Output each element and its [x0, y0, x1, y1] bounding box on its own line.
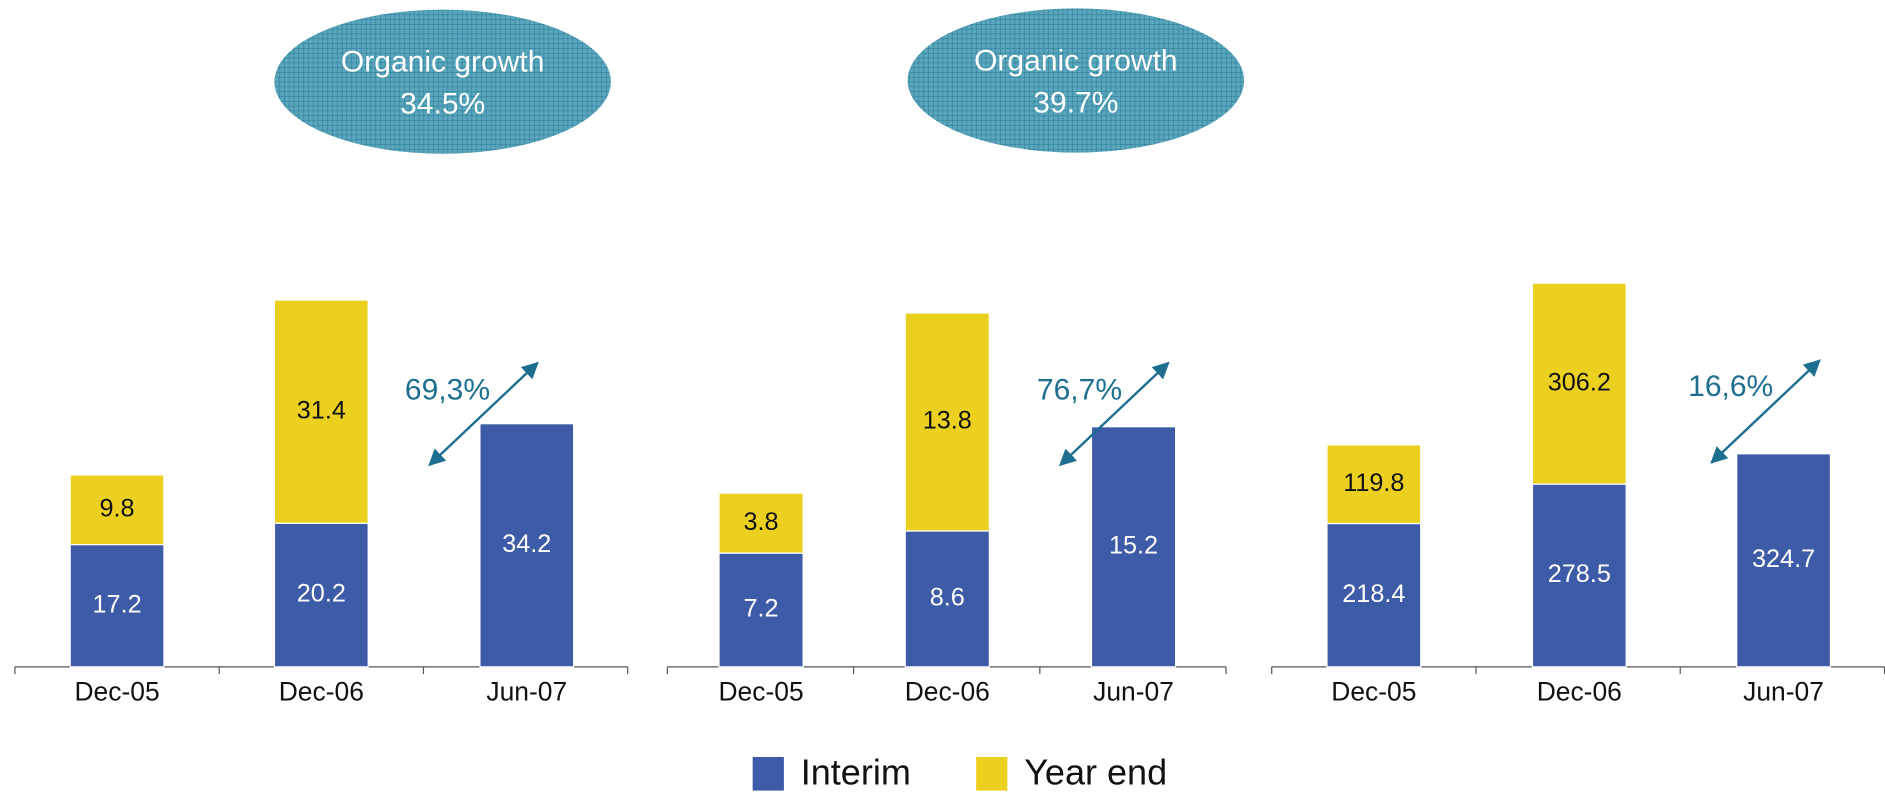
growth-label: 16,6%: [1688, 370, 1773, 403]
legend-label: Interim: [801, 751, 911, 792]
growth-arrow: [1710, 359, 1821, 464]
callout-title: Organic growth: [974, 44, 1178, 77]
callout-value: 39.7%: [1033, 86, 1118, 119]
bar-segment: [1326, 444, 1422, 525]
value-label: 13.8: [923, 407, 972, 435]
bar-segment: [273, 299, 369, 524]
value-label: 31.4: [297, 396, 346, 424]
bar-segment: [1090, 426, 1177, 668]
bar-segment: [69, 543, 165, 668]
callout-value: 34.5%: [400, 88, 485, 121]
x-tick-label: Dec-05: [718, 676, 803, 706]
value-label: 20.2: [297, 580, 346, 608]
x-tick-label: Dec-05: [74, 676, 159, 706]
chart: 17.2 9.8 Dec-05 20.2 31.4 Dec-06 34.2 Jun-07 69,…: [14, 9, 629, 706]
value-label: 17.2: [93, 590, 142, 618]
bar-segment: [1736, 453, 1832, 668]
bar-segment: [1531, 483, 1627, 668]
value-label: 7.2: [744, 595, 779, 623]
chart: 218.4 119.8 Dec-05 278.5 306.2 Dec-06 324.7 Jun…: [1271, 282, 1885, 706]
bar-segment: [1326, 522, 1422, 668]
x-tick-label: Jun-07: [1093, 676, 1174, 706]
callout-bubble: [907, 8, 1245, 153]
value-label: 324.7: [1752, 545, 1815, 573]
value-label: 15.2: [1109, 531, 1158, 559]
growth-label: 69,3%: [405, 374, 490, 407]
legend-swatch: [752, 756, 784, 791]
x-tick-label: Jun-07: [1743, 676, 1824, 706]
x-tick-label: Jun-07: [486, 676, 567, 706]
callout-title: Organic growth: [341, 46, 545, 79]
legend-label: Year end: [1024, 751, 1167, 792]
x-tick-label: Dec-06: [279, 676, 364, 706]
bar-segment: [1531, 282, 1627, 485]
value-label: 278.5: [1548, 560, 1611, 588]
value-label: 119.8: [1343, 469, 1404, 497]
x-tick-label: Dec-06: [1537, 676, 1622, 706]
value-label: 8.6: [930, 584, 965, 612]
growth-label: 76,7%: [1037, 374, 1122, 407]
growth-arrow: [428, 361, 539, 467]
legend: Interim Year end: [752, 751, 1167, 792]
value-label: 9.8: [100, 494, 135, 522]
bar-segment: [904, 312, 990, 532]
value-label: 34.2: [502, 530, 551, 558]
x-tick-label: Dec-06: [905, 676, 990, 706]
value-label: 218.4: [1342, 580, 1405, 608]
value-label: 306.2: [1548, 368, 1611, 396]
legend-swatch: [976, 756, 1008, 791]
chart: 7.2 3.8 Dec-05 8.6 13.8 Dec-06 15.2 Jun-07 76,7%…: [666, 8, 1245, 706]
growth-arrow: [1059, 361, 1170, 467]
bar-segment: [904, 530, 990, 668]
value-label: 3.8: [744, 508, 779, 536]
callout-bubble: [274, 9, 611, 154]
bar-segment: [718, 492, 804, 554]
bar-segment: [69, 474, 165, 546]
x-tick-label: Dec-05: [1331, 676, 1416, 706]
